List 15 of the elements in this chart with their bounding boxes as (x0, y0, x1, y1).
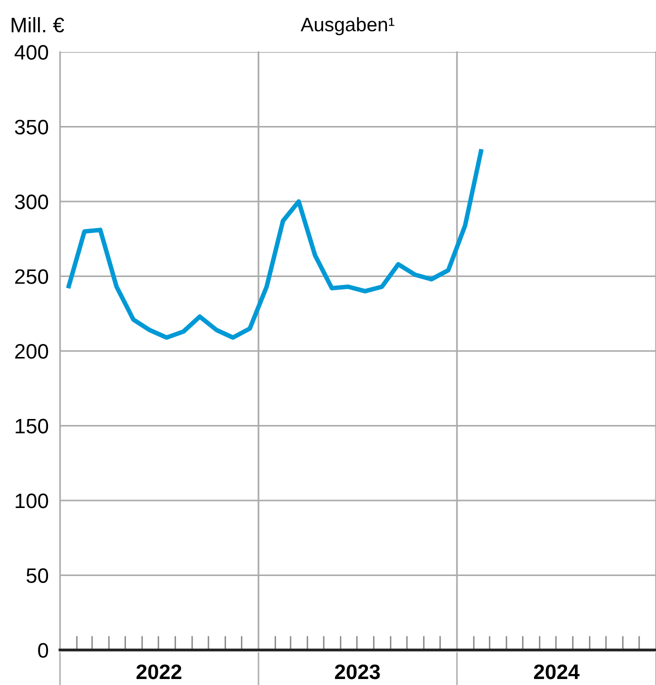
y-tick-label: 250 (15, 269, 48, 284)
chart-title: Ausgaben¹ (300, 17, 394, 36)
y-tick-label: 0 (38, 643, 48, 658)
y-tick-label: 400 (14, 45, 48, 60)
y-tick-label: 350 (14, 120, 48, 135)
y-tick-label: 300 (14, 194, 48, 210)
x-tick-label: 2024 (534, 664, 580, 680)
y-tick-label: 150 (16, 418, 48, 434)
y-axis-title: Mill. € (12, 17, 64, 32)
x-tick-label: 2023 (335, 664, 380, 680)
y-tick-label: 100 (16, 494, 48, 508)
line-series (66, 146, 484, 340)
x-tick-label: 2022 (136, 664, 182, 680)
y-tick-label: 200 (15, 344, 48, 359)
y-tick-label: 50 (26, 568, 48, 584)
